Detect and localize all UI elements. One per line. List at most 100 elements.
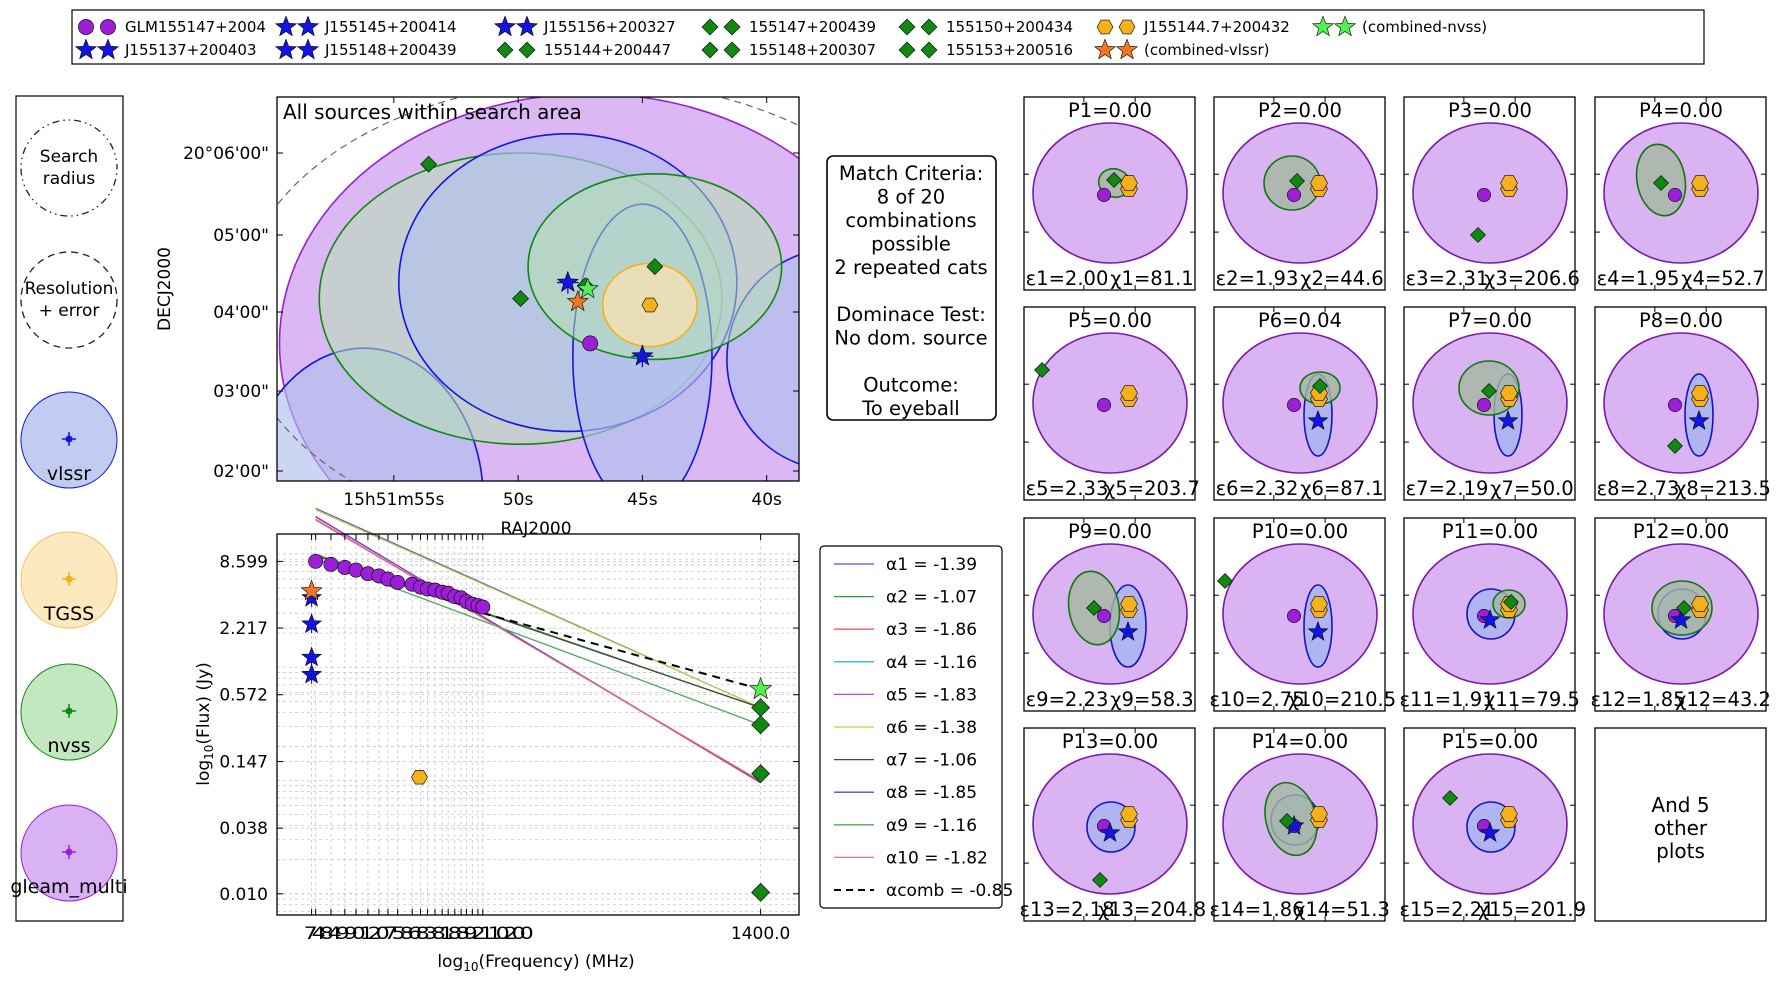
panel-tgss-marker <box>1120 385 1138 401</box>
panel-probability: P15=0.00 <box>1442 730 1538 753</box>
panel-gleam-marker <box>1477 188 1491 202</box>
panel-probability: P13=0.00 <box>1062 730 1158 753</box>
panel-frame <box>1023 727 1196 922</box>
left-legend-text: Search <box>40 147 98 167</box>
panel-probability: P5=0.00 <box>1068 309 1152 332</box>
top-legend-marker <box>898 18 916 36</box>
left-legend-dashed-circle <box>20 251 118 349</box>
panel-gleam-marker <box>1097 398 1111 412</box>
panel-tgss-marker <box>1310 806 1328 822</box>
panel-frame <box>1403 517 1576 712</box>
panel-epsilon: ε11=1.91 <box>1399 688 1494 711</box>
combination-panel: P9=0.00 ε9=2.23 χ9=58.3 <box>1023 517 1196 712</box>
panel-tgss-marker <box>1500 385 1518 401</box>
vlssr-point <box>301 586 323 607</box>
combination-panel: P4=0.00 ε4=1.95 χ4=52.7 <box>1594 96 1767 291</box>
alpha-legend-label: α1 = -1.39 <box>886 555 977 575</box>
sky-source-marker <box>420 155 438 173</box>
panel-epsilon: ε4=1.95 <box>1597 267 1680 290</box>
panel-chi: χ10=210.5 <box>1288 688 1396 711</box>
match-criteria-line: 8 of 20 <box>877 186 945 209</box>
top-legend-label: 155144+200447 <box>544 41 671 59</box>
sky-x-tick-label: 45s <box>627 490 658 510</box>
top-legend-label: J155137+200403 <box>124 41 257 59</box>
panel-epsilon: ε14=1.86 <box>1209 898 1304 921</box>
panel-frame <box>1594 306 1767 501</box>
top-legend-label: J155145+200414 <box>324 18 457 36</box>
panel-probability: P8=0.00 <box>1639 309 1723 332</box>
panel-frame <box>1023 96 1196 291</box>
alpha-legend-label: α3 = -1.86 <box>886 620 977 640</box>
panel-nvss-marker <box>1279 813 1295 829</box>
left-legend-label: nvss <box>47 735 90 757</box>
sky-source-marker <box>646 258 664 276</box>
panel-epsilon: ε10=2.75 <box>1209 688 1304 711</box>
panel-vlssr-marker <box>1307 621 1329 641</box>
and-more-text: And 5 <box>1651 793 1709 817</box>
spectral-fit-line <box>315 519 761 782</box>
left-legend-label: TGSS <box>43 603 94 625</box>
sky-source-marker <box>556 270 579 292</box>
panel-probability: P7=0.00 <box>1448 309 1532 332</box>
sky-source-marker <box>566 290 589 312</box>
panel-chi: χ6=87.1 <box>1300 477 1383 500</box>
panel-chi: χ5=203.7 <box>1104 477 1200 500</box>
panel-tgss-marker <box>1691 175 1709 191</box>
match-criteria-line: Outcome: <box>863 374 959 397</box>
gleam-point <box>323 556 339 572</box>
spectral-index-legend: α1 = -1.39 α2 = -1.07 α3 = -1.86 α4 = -1.16… <box>819 545 1013 909</box>
spectral-fit-line <box>315 509 761 709</box>
top-legend-label: J155156+200327 <box>543 18 676 36</box>
match-criteria-line: No dom. source <box>834 327 987 350</box>
panel-nvss-marker <box>1470 227 1486 243</box>
top-legend-marker <box>74 38 98 60</box>
panel-gleam-marker <box>1287 188 1301 202</box>
nvss-point <box>751 882 771 902</box>
panel-frame <box>1213 96 1386 291</box>
panel-chi: χ12=43.2 <box>1675 688 1771 711</box>
panel-tgss-marker <box>1120 596 1138 612</box>
top-legend-marker <box>898 41 916 59</box>
sed-y-tick-label: 8.599 <box>219 552 268 572</box>
top-legend-label: 155147+200439 <box>749 18 876 36</box>
sed-x-tick-label: 1400.0 <box>731 924 790 944</box>
panel-gleam-marker <box>1668 188 1682 202</box>
vlssr-point <box>301 613 323 634</box>
panel-tgss-marker <box>1120 806 1138 822</box>
panel-probability: P9=0.00 <box>1068 520 1152 543</box>
match-criteria-line: Dominace Test: <box>836 303 986 326</box>
panel-frame <box>1023 517 1196 712</box>
panel-probability: P14=0.00 <box>1252 730 1348 753</box>
top-legend-marker <box>1311 15 1335 37</box>
top-legend-label: 155150+200434 <box>946 18 1073 36</box>
panel-epsilon: ε8=2.73 <box>1597 477 1680 500</box>
top-legend: GLM155147+2004 J155137+200403 J155145+2004… <box>71 9 1705 65</box>
panel-gleam-marker <box>1477 398 1491 412</box>
match-criteria-box: Match Criteria:8 of 20combinationspossib… <box>826 155 997 421</box>
top-legend-marker <box>496 41 514 59</box>
left-legend-text: + error <box>39 301 100 321</box>
match-criteria-line: possible <box>871 233 951 256</box>
panel-tgss-marker <box>1500 175 1518 191</box>
panel-epsilon: ε15=2.21 <box>1399 898 1494 921</box>
nvss-point <box>751 764 771 784</box>
nvss-point <box>751 715 771 735</box>
panel-chi: χ15=201.9 <box>1478 898 1586 921</box>
gleam-point <box>390 575 406 590</box>
panel-frame <box>1403 727 1576 922</box>
gleam-point <box>308 553 324 569</box>
combined-nvss-point <box>748 676 773 700</box>
panel-epsilon: ε12=1.85 <box>1590 688 1685 711</box>
panel-nvss-marker <box>1667 438 1683 454</box>
sky-x-label: RAJ2000 <box>500 519 571 539</box>
panel-gleam-marker <box>1668 398 1682 412</box>
panel-frame <box>1403 96 1576 291</box>
panel-frame <box>1594 517 1767 712</box>
top-legend-marker <box>493 15 517 37</box>
panel-nvss-marker <box>1106 172 1122 188</box>
panel-chi: χ7=50.0 <box>1490 477 1573 500</box>
panel-nvss-marker <box>1442 790 1458 806</box>
